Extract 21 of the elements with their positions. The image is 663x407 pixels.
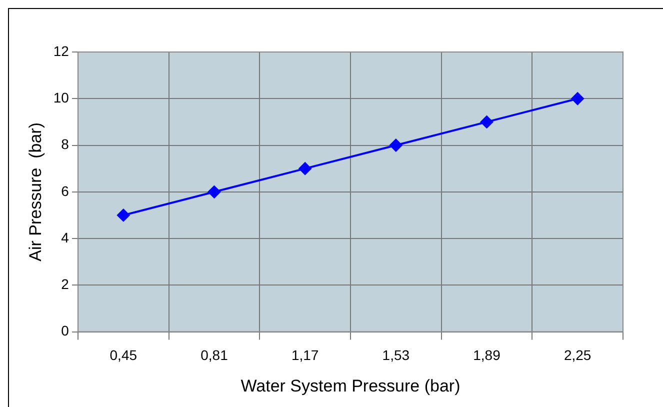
x-tick-label: 1,53 — [382, 347, 410, 364]
point — [389, 138, 402, 152]
x-tick-label: 1,89 — [473, 347, 501, 364]
y-tick-label: 2 — [61, 276, 70, 292]
x-tick-label: 0,45 — [110, 347, 138, 364]
point — [298, 162, 312, 176]
y-axis-title: Air Pressure (bar) — [26, 122, 45, 262]
y-tick-label: 12 — [53, 42, 70, 59]
point — [208, 185, 221, 198]
point — [480, 115, 494, 128]
point — [571, 92, 584, 106]
x-axis-title: Water System Pressure (bar) — [240, 376, 460, 396]
y-tick-label: 0 — [61, 322, 70, 339]
x-tick-label: 2,25 — [564, 347, 592, 364]
x-tick-label: 0,81 — [200, 347, 228, 364]
x-tick-label: 1,17 — [291, 347, 319, 364]
y-tick-label: 4 — [61, 229, 70, 246]
y-tick-label: 8 — [61, 136, 70, 152]
y-tick-label: 10 — [53, 89, 70, 106]
y-tick-label: 6 — [61, 182, 70, 199]
point — [116, 208, 130, 222]
